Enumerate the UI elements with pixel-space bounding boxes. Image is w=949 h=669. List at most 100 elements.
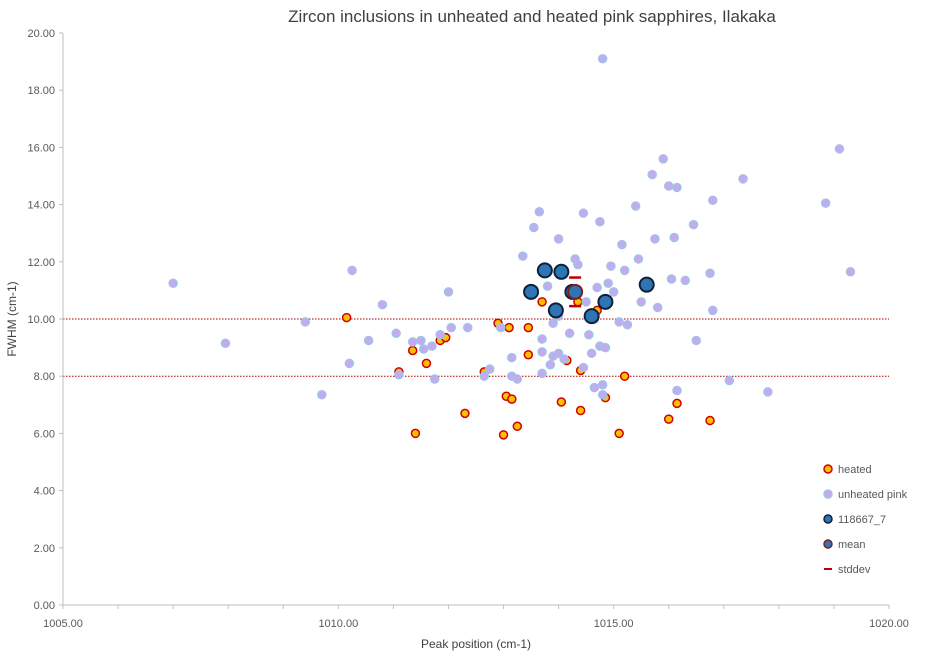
point-unheated: [672, 182, 682, 193]
x-tick-label: 1010.00: [318, 618, 358, 630]
point-heated: [556, 397, 567, 407]
point-heated: [614, 428, 624, 439]
point-heated: [504, 322, 514, 333]
point-heated: [537, 297, 547, 307]
legend-label: 118667_7: [838, 514, 886, 526]
point-sample: [638, 276, 655, 293]
point-unheated: [529, 222, 539, 233]
legend-marker-heated: [823, 464, 833, 474]
point-heated: [663, 414, 674, 424]
point-unheated: [581, 297, 591, 307]
point-unheated: [597, 380, 608, 390]
point-unheated: [647, 169, 657, 180]
point-unheated: [630, 201, 641, 211]
point-unheated: [418, 344, 429, 354]
point-unheated: [507, 352, 517, 363]
point-unheated: [578, 208, 589, 218]
point-unheated: [708, 305, 718, 316]
y-tick-label: 18.00: [27, 85, 55, 97]
point-heated: [460, 408, 470, 419]
point-heated: [407, 345, 418, 356]
point-unheated: [705, 268, 715, 278]
point-heated: [410, 428, 421, 439]
point-unheated: [622, 319, 633, 330]
point-unheated: [300, 317, 311, 327]
point-heated: [575, 405, 586, 416]
point-heated: [341, 312, 352, 323]
point-unheated: [443, 287, 454, 297]
point-unheated: [738, 174, 748, 184]
point-unheated: [559, 354, 569, 364]
point-unheated: [394, 370, 404, 380]
point-heated: [421, 358, 432, 369]
point-unheated: [597, 53, 608, 64]
legend-marker-sample: [823, 514, 833, 524]
point-unheated: [534, 207, 545, 217]
point-unheated: [603, 278, 613, 288]
point-unheated: [553, 348, 564, 359]
point-unheated: [553, 234, 564, 244]
legend-label: unheated pink: [838, 489, 908, 501]
point-unheated: [636, 297, 646, 307]
point-unheated: [724, 375, 735, 386]
point-unheated: [317, 390, 327, 400]
point-sample: [547, 302, 564, 319]
point-unheated: [663, 181, 674, 191]
point-sample: [523, 283, 540, 300]
y-tick-label: 2.00: [34, 543, 55, 555]
y-tick-label: 12.00: [27, 257, 55, 269]
x-tick-label: 1020.00: [869, 618, 909, 630]
point-unheated: [537, 347, 547, 357]
point-unheated: [416, 335, 426, 346]
point-unheated: [820, 198, 831, 208]
point-unheated: [680, 275, 691, 286]
point-unheated: [168, 278, 178, 288]
point-sample: [536, 262, 553, 279]
point-unheated: [652, 302, 663, 313]
point-unheated: [658, 154, 668, 164]
y-tick-label: 8.00: [34, 371, 55, 383]
legend-label: heated: [838, 464, 872, 476]
point-unheated: [512, 374, 523, 384]
x-axis-label: Peak position (cm-1): [421, 637, 531, 651]
data-points: [168, 53, 856, 440]
point-unheated: [220, 338, 231, 349]
point-unheated: [592, 282, 602, 293]
point-unheated: [666, 274, 677, 284]
point-unheated: [691, 335, 702, 346]
point-mean: [567, 283, 584, 300]
point-unheated: [586, 348, 597, 359]
point-unheated: [347, 265, 357, 276]
point-sample: [583, 308, 600, 325]
y-tick-label: 16.00: [27, 142, 55, 154]
point-heated: [672, 398, 682, 409]
y-tick-label: 10.00: [27, 314, 55, 326]
point-unheated: [608, 287, 619, 297]
point-unheated: [377, 299, 388, 310]
point-unheated: [564, 328, 575, 339]
point-unheated: [407, 337, 418, 347]
point-unheated: [597, 390, 608, 400]
point-unheated: [578, 362, 589, 373]
x-tick-label: 1005.00: [43, 618, 83, 630]
point-unheated: [589, 382, 600, 393]
point-heated: [705, 415, 715, 426]
point-unheated: [600, 342, 611, 353]
point-unheated: [672, 385, 682, 396]
point-unheated: [446, 322, 456, 333]
point-unheated: [479, 371, 490, 381]
point-heated: [619, 371, 630, 381]
point-unheated: [344, 358, 355, 369]
point-unheated: [391, 328, 401, 339]
y-tick-label: 0.00: [34, 600, 55, 612]
point-unheated: [584, 329, 594, 340]
point-unheated: [606, 261, 616, 271]
point-unheated: [518, 251, 528, 261]
x-tick-label: 1015.00: [594, 618, 634, 630]
legend-marker-mean: [823, 539, 833, 549]
point-unheated: [537, 368, 547, 379]
y-tick-label: 20.00: [27, 28, 55, 40]
y-tick-label: 4.00: [34, 486, 55, 498]
